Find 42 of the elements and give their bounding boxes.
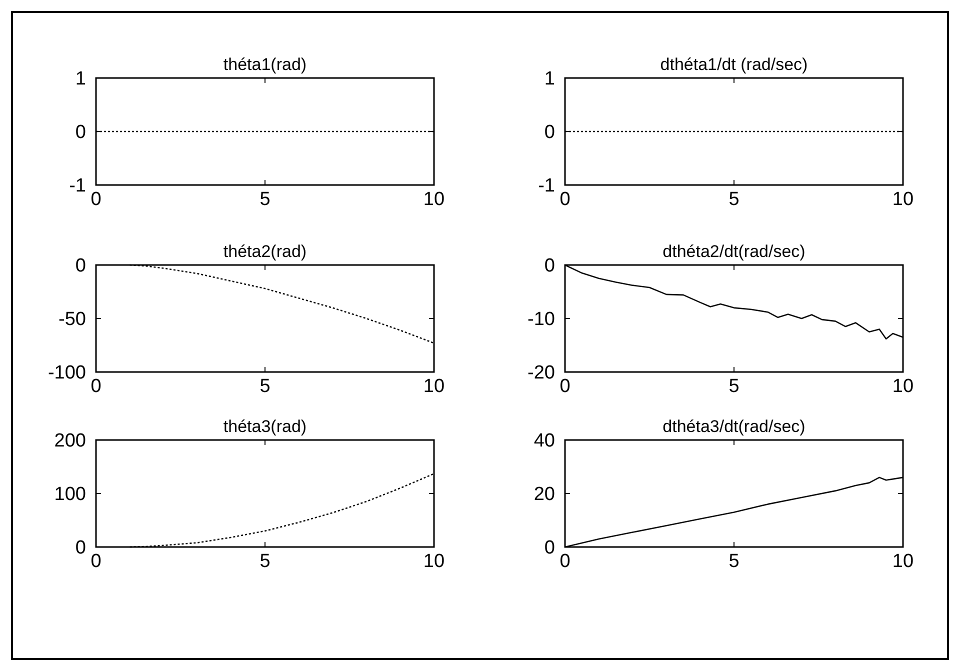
x-tick-label: 5 <box>260 376 270 397</box>
x-tick-label: 10 <box>423 551 445 572</box>
x-tick-label: 5 <box>728 189 740 210</box>
y-tick-label: 0 <box>75 538 86 559</box>
x-tick-label: 10 <box>423 189 445 210</box>
x-tick-label: 0 <box>560 376 570 397</box>
y-tick-label: -1 <box>69 176 86 197</box>
y-tick-label: 0 <box>544 256 555 277</box>
y-tick-label: -100 <box>48 362 86 384</box>
x-tick-label: 5 <box>260 189 270 210</box>
y-tick-label: 1 <box>544 68 555 90</box>
x-tick-label: 5 <box>728 551 740 572</box>
y-tick-label: -10 <box>528 309 555 330</box>
x-tick-label: 10 <box>892 189 914 210</box>
y-tick-label: 0 <box>544 122 555 144</box>
y-tick-label: 0 <box>75 256 86 277</box>
y-tick-label: 40 <box>534 430 555 452</box>
y-tick-label: 200 <box>54 430 86 452</box>
y-tick-label: -50 <box>58 309 86 330</box>
x-tick-label: 5 <box>260 551 270 572</box>
x-tick-label: 10 <box>892 376 914 397</box>
x-tick-label: 0 <box>90 551 102 572</box>
x-tick-label: 0 <box>560 189 570 210</box>
x-tick-label: 0 <box>90 189 102 210</box>
chart-title: dthéta2/dt(rad/sec) <box>662 242 806 261</box>
y-tick-label: 100 <box>54 484 86 506</box>
x-tick-label: 0 <box>90 376 102 397</box>
chart-title: théta2(rad) <box>223 242 307 261</box>
y-tick-label: -20 <box>528 362 555 384</box>
y-tick-label: 0 <box>75 122 86 144</box>
y-tick-label: 1 <box>75 68 86 90</box>
x-tick-label: 10 <box>892 551 914 572</box>
x-tick-label: 0 <box>560 551 570 572</box>
chart-title: dthéta1/dt (rad/sec) <box>660 55 808 74</box>
x-tick-label: 5 <box>728 376 740 397</box>
chart-title: théta1(rad) <box>223 55 307 74</box>
chart-title: théta3(rad) <box>223 417 307 436</box>
x-tick-label: 10 <box>423 376 445 397</box>
y-tick-label: 20 <box>534 484 555 506</box>
y-tick-label: -1 <box>538 176 555 197</box>
y-tick-label: 0 <box>544 538 555 559</box>
chart-title: dthéta3/dt(rad/sec) <box>662 417 806 436</box>
